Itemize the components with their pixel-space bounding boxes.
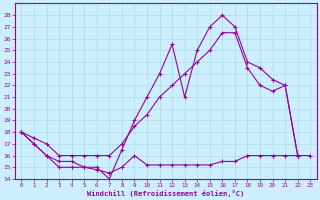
X-axis label: Windchill (Refroidissement éolien,°C): Windchill (Refroidissement éolien,°C) bbox=[87, 190, 244, 197]
